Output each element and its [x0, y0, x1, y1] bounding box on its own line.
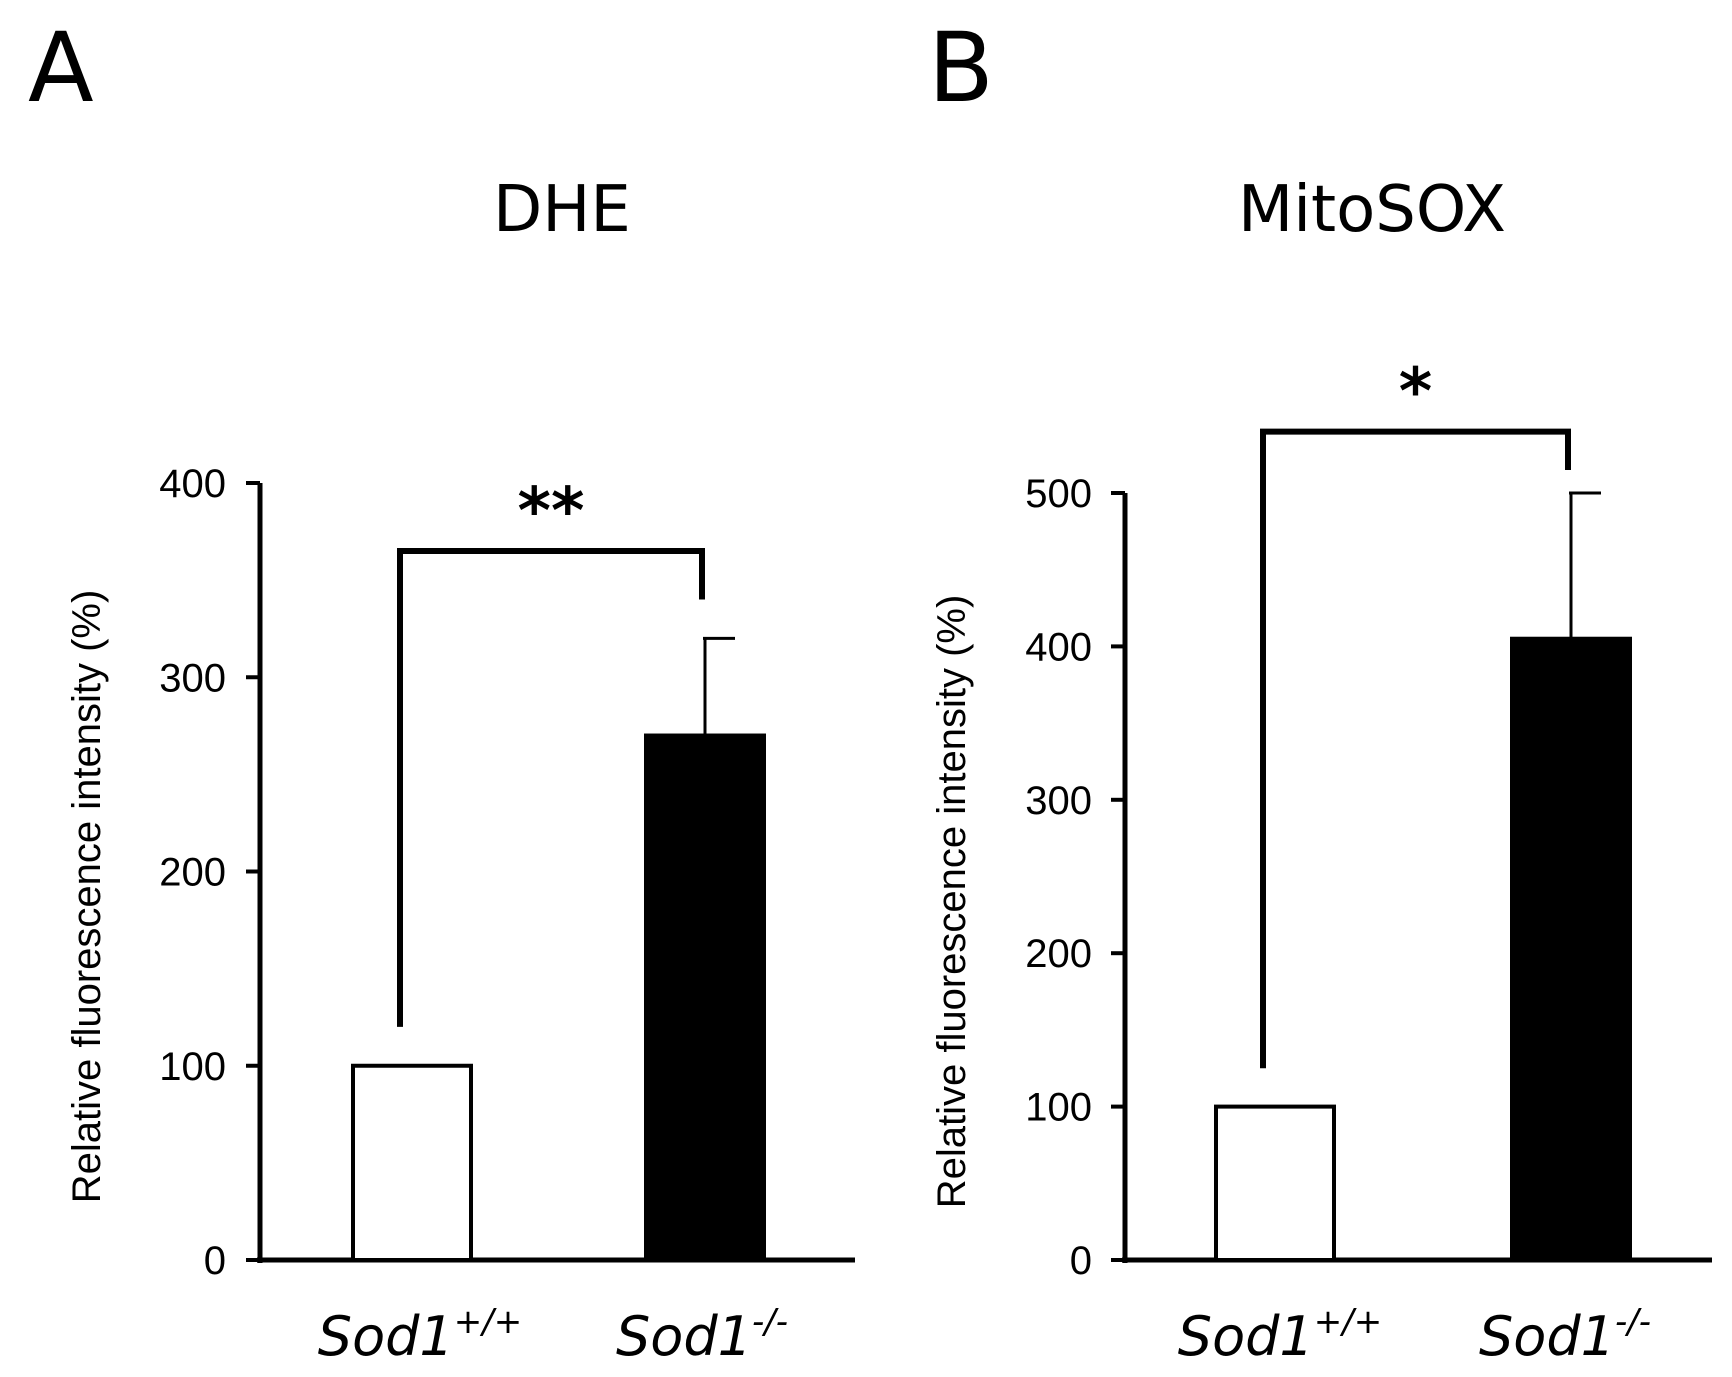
mitosox-x-category-label: Sod1-/-	[1479, 1302, 1651, 1368]
dhe-y-tick-label: 200	[159, 851, 226, 895]
dhe-x-category-label: Sod1-/-	[616, 1302, 788, 1368]
chart-title-mitosox: MitoSOX	[1238, 173, 1506, 247]
chart-title-dhe: DHE	[493, 173, 631, 247]
mitosox-x-category-label: Sod1+/+	[1178, 1302, 1382, 1368]
mitosox-bar-sod1-wt	[1214, 1104, 1336, 1262]
dhe-y-axis-label: Relative fluorescence intensity (%)	[65, 590, 109, 1204]
panel-letter-b: B	[928, 12, 994, 124]
mitosox-significance-bracket	[1260, 428, 1571, 1069]
dhe-y-tick-label: 300	[159, 656, 226, 700]
mitosox-significance-label: *	[1399, 356, 1432, 430]
mitosox-y-tick-label: 500	[1025, 472, 1092, 516]
mitosox-y-tick-label: 100	[1025, 1086, 1092, 1130]
dhe-bar-sod1-wt	[351, 1063, 473, 1262]
dhe-y-tick-label: 100	[159, 1045, 226, 1089]
dhe-significance-bracket	[397, 547, 705, 1027]
dhe-bar-sod1-ko	[644, 733, 766, 1262]
mitosox-bar-sod1-ko	[1510, 636, 1632, 1262]
mitosox-y-tick-label: 0	[1070, 1239, 1092, 1283]
dhe-x-category-label: Sod1+/+	[318, 1302, 522, 1368]
mitosox-y-tick-label: 400	[1025, 625, 1092, 669]
mitosox-y-tick-label: 200	[1025, 932, 1092, 976]
dhe-y-tick-label: 0	[204, 1239, 226, 1283]
dhe-y-tick-label: 400	[159, 462, 226, 506]
panel-letter-a: A	[28, 12, 94, 124]
mitosox-y-axis-label: Relative fluorescence intensity (%)	[930, 595, 974, 1209]
mitosox-y-tick-label: 300	[1025, 779, 1092, 823]
dhe-significance-label: **	[518, 475, 585, 549]
